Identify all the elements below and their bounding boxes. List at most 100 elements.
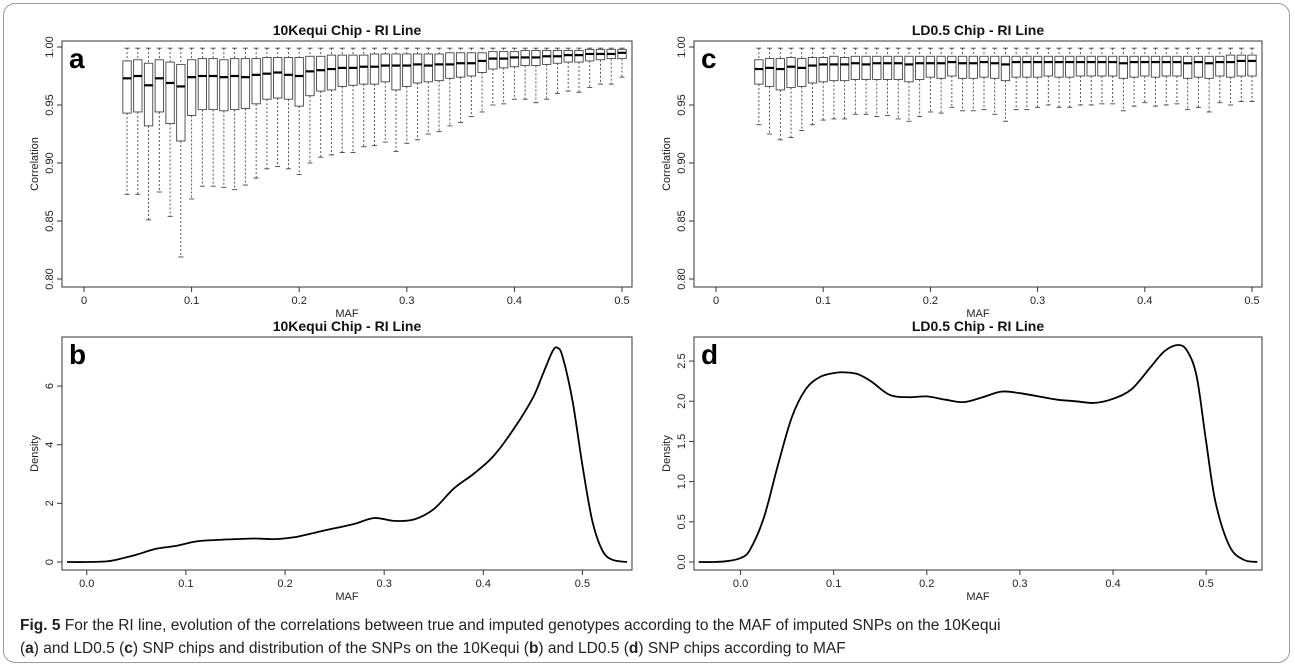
box-iqr — [904, 55, 914, 83]
panel-a-boxplot: 10Kequi Chip - RI Line a 0 0.1 0.2 0.3 0.4 0.5 M… — [29, 22, 633, 320]
box-iqr — [509, 51, 520, 68]
box-38 — [531, 47, 541, 104]
y-tick-label: 0.90 — [44, 152, 56, 173]
box-1 — [764, 47, 775, 135]
box-iqr — [563, 50, 573, 63]
box-iqr — [219, 59, 229, 112]
x-axis-label: MAF — [966, 308, 990, 320]
box-iqr — [1065, 55, 1075, 78]
box-45 — [1236, 47, 1246, 102]
box-2 — [775, 47, 785, 141]
y-tick-label: 0 — [44, 559, 56, 565]
x-tick-label: 0.3 — [377, 578, 392, 590]
box-30 — [1075, 47, 1086, 106]
box-iqr — [1140, 55, 1150, 77]
box-iqr — [915, 55, 925, 80]
x-axis-label: MAF — [335, 591, 359, 603]
box-iqr — [764, 58, 775, 87]
x-tick-label: 0.5 — [1244, 295, 1259, 307]
box-36 — [1140, 47, 1150, 104]
y-tick-label: 6 — [44, 383, 56, 389]
box-30 — [445, 47, 455, 127]
box-iqr — [1108, 55, 1118, 77]
y-tick-label: 0.90 — [676, 152, 688, 173]
box-iqr — [882, 55, 893, 80]
box-12 — [251, 47, 261, 179]
box-iqr — [133, 59, 143, 113]
box-10 — [229, 47, 240, 191]
box-43 — [585, 47, 595, 89]
box-39 — [1172, 47, 1182, 105]
box-iqr — [1204, 55, 1214, 79]
box-5 — [807, 47, 818, 126]
box-31 — [455, 47, 466, 123]
box-iqr — [326, 54, 337, 91]
box-iqr — [143, 62, 154, 127]
y-axis-label: Density — [29, 435, 41, 472]
box-29 — [434, 47, 444, 133]
box-iqr — [990, 55, 1000, 79]
box-14 — [273, 47, 283, 167]
box-42 — [574, 47, 584, 93]
box-8 — [208, 47, 218, 187]
box-iqr — [283, 56, 294, 100]
box-31 — [1086, 47, 1096, 106]
box-17 — [305, 47, 315, 164]
box-13 — [893, 47, 903, 120]
box-21 — [348, 47, 358, 154]
box-17 — [936, 47, 946, 114]
x-tick-label: 0.1 — [826, 578, 841, 590]
x-tick-label: 0.1 — [178, 578, 193, 590]
caption-text-1: For the RI line, evolution of the correl… — [64, 617, 1001, 634]
box-iqr — [229, 58, 240, 111]
box-10 — [861, 47, 871, 115]
caption-panel-b: b — [528, 640, 539, 657]
box-13 — [262, 47, 272, 170]
box-34 — [488, 47, 498, 106]
x-tick-label: 0.4 — [1137, 295, 1152, 307]
y-tick-label: 1.00 — [676, 36, 688, 57]
box-46 — [617, 47, 627, 78]
x-tick-label: 0.2 — [923, 295, 938, 307]
box-iqr — [273, 56, 283, 99]
box-11 — [872, 47, 882, 118]
chart-title: LD0.5 Chip - RI Line — [912, 318, 1044, 334]
box-iqr — [1172, 55, 1182, 77]
panel-letter-b: b — [69, 339, 86, 370]
panel-c-boxplot: LD0.5 Chip - RI Line c 0 0.1 0.2 0.3 0.4 0.5 MAF… — [661, 22, 1263, 320]
box-iqr — [1150, 55, 1161, 78]
box-3 — [786, 47, 796, 138]
y-tick-label: 0.80 — [676, 268, 688, 289]
box-iqr — [122, 60, 132, 114]
box-25 — [1022, 47, 1032, 111]
box-iqr — [305, 55, 315, 97]
y-tick-label: 0.85 — [44, 210, 56, 231]
y-tick-label: 0.0 — [676, 554, 688, 569]
y-tick-label: 0.85 — [676, 210, 688, 231]
box-22 — [359, 47, 369, 148]
x-tick-label: 0.2 — [919, 578, 934, 590]
box-42 — [1204, 47, 1214, 113]
box-iqr — [968, 55, 978, 79]
box-iqr — [348, 54, 358, 86]
box-2 — [143, 47, 154, 221]
box-9 — [219, 47, 229, 188]
caption-panel-a: a — [25, 640, 34, 657]
caption-text-2: ) and LD0.5 ( — [33, 640, 125, 657]
figure-caption: Fig. 5 For the RI line, evolution of the… — [20, 614, 1270, 660]
box-6 — [818, 47, 828, 121]
box-18 — [947, 47, 957, 108]
box-iqr — [186, 59, 197, 116]
box-iqr — [807, 56, 818, 84]
plot-box — [693, 40, 1263, 288]
box-iqr — [337, 54, 347, 87]
box-28 — [423, 47, 433, 135]
box-iqr — [1011, 55, 1021, 78]
box-46 — [1247, 47, 1257, 102]
box-iqr — [574, 50, 584, 63]
box-40 — [1183, 47, 1193, 111]
box-23 — [1000, 47, 1011, 122]
box-26 — [1032, 47, 1043, 108]
box-iqr — [402, 53, 412, 87]
box-iqr — [154, 59, 164, 113]
